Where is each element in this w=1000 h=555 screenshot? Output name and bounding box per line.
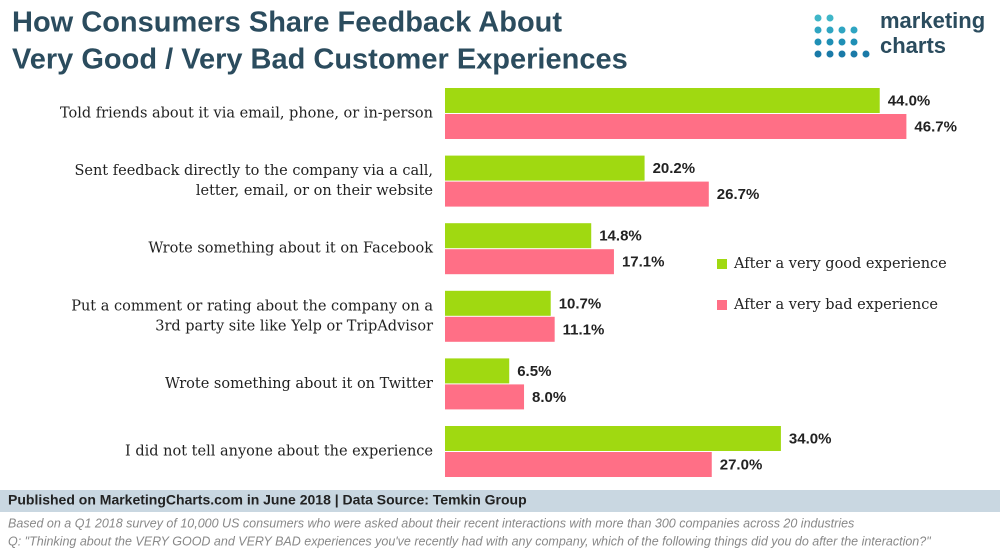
value-label: 46.7%	[914, 118, 957, 135]
legend-swatch	[717, 259, 727, 269]
legend-swatch	[717, 300, 727, 310]
note: Q: "Thinking about the VERY GOOD and VER…	[8, 534, 931, 548]
bar	[445, 452, 712, 477]
chart-title: How Consumers Share Feedback About	[12, 7, 562, 39]
legend-label: After a very bad experience	[733, 297, 938, 313]
bar	[445, 114, 907, 139]
bar	[445, 155, 645, 181]
value-label: 14.8%	[599, 228, 642, 245]
bar	[445, 88, 880, 113]
category-label: Told friends about it via email, phone, …	[60, 106, 433, 122]
value-label: 17.1%	[622, 254, 665, 271]
logo-text: charts	[880, 33, 946, 58]
source: Published on MarketingCharts.com in June…	[8, 492, 527, 508]
category-label: 3rd party site like Yelp or TripAdvisor	[155, 318, 433, 334]
bar	[445, 223, 592, 249]
category-label: Put a comment or rating about the compan…	[71, 298, 433, 314]
logo-text: marketing	[880, 8, 985, 33]
value-label: 26.7%	[717, 186, 760, 203]
bar	[445, 249, 614, 275]
category-label: Sent feedback directly to the company vi…	[74, 163, 433, 179]
value-label: 20.2%	[653, 160, 696, 177]
legend-label: After a very good experience	[733, 256, 947, 272]
bar	[445, 384, 525, 410]
chart-title: Very Good / Very Bad Customer Experience…	[12, 44, 628, 76]
note: Based on a Q1 2018 survey of 10,000 US c…	[8, 516, 854, 530]
value-label: 34.0%	[789, 430, 832, 447]
bar	[445, 316, 555, 342]
bar	[445, 358, 510, 384]
bar	[445, 290, 551, 316]
bar	[445, 426, 781, 451]
bar	[445, 181, 709, 207]
source-band	[0, 490, 1000, 512]
value-label: 11.1%	[563, 321, 605, 338]
value-label: 44.0%	[888, 92, 931, 109]
category-label: I did not tell anyone about the experien…	[125, 444, 433, 460]
value-label: 8.0%	[532, 389, 566, 406]
value-label: 10.7%	[559, 295, 602, 312]
value-label: 6.5%	[517, 363, 551, 380]
category-label: Wrote something about it on Facebook	[148, 241, 433, 257]
category-label: letter, email, or on their website	[196, 183, 433, 199]
value-label: 27.0%	[720, 456, 763, 473]
logo-dots	[814, 14, 870, 58]
category-label: Wrote something about it on Twitter	[165, 376, 433, 392]
